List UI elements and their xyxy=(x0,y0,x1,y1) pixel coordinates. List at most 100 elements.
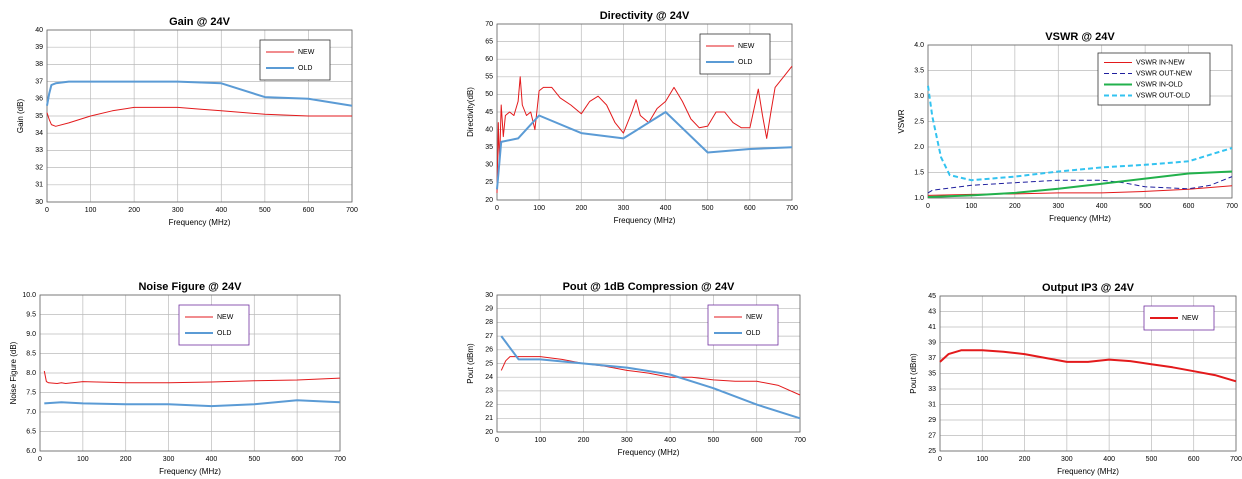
legend-label: NEW xyxy=(217,314,234,321)
legend: NEW xyxy=(1143,305,1215,331)
x-tick-label: 200 xyxy=(120,456,132,463)
x-tick-label: 400 xyxy=(1103,456,1115,463)
y-tick-label: 24 xyxy=(485,374,493,381)
plot-frame xyxy=(927,44,1233,199)
y-tick-label: 21 xyxy=(485,415,493,422)
x-tick-label: 500 xyxy=(708,437,720,444)
data-line xyxy=(43,370,341,384)
x-tick-label: 600 xyxy=(1183,203,1195,210)
data-line xyxy=(496,65,793,194)
y-axis-label: Directivity(dB) xyxy=(466,87,475,137)
x-tick-label: 400 xyxy=(215,207,227,214)
x-axis-label: Frequency (MHz) xyxy=(159,467,221,476)
y-tick-label: 29 xyxy=(485,306,493,313)
y-axis-label: VSWR xyxy=(897,109,906,133)
chart-title: Noise Figure @ 24V xyxy=(138,281,242,293)
y-tick-label: 26 xyxy=(485,347,493,354)
legend-label: VSWR IN-OLD xyxy=(1136,81,1183,88)
y-axis-label: Gain (dB) xyxy=(16,99,25,134)
x-tick-label: 400 xyxy=(660,205,672,212)
y-tick-label: 10.0 xyxy=(22,292,36,299)
x-tick-label: 700 xyxy=(794,437,806,444)
y-tick-label: 22 xyxy=(485,401,493,408)
y-tick-label: 60 xyxy=(485,56,493,63)
y-tick-label: 28 xyxy=(485,319,493,326)
y-tick-label: 30 xyxy=(35,199,43,206)
chart-title: VSWR @ 24V xyxy=(1045,31,1115,43)
x-tick-label: 700 xyxy=(786,205,798,212)
legend: NEW OLD xyxy=(178,304,250,346)
legend-box xyxy=(178,304,250,346)
x-tick-label: 500 xyxy=(259,207,271,214)
chart-title: Output IP3 @ 24V xyxy=(1042,282,1135,294)
x-tick-label: 100 xyxy=(976,456,988,463)
y-tick-label: 4.0 xyxy=(914,42,924,49)
x-tick-label: 0 xyxy=(45,207,49,214)
x-tick-label: 100 xyxy=(534,437,546,444)
y-tick-label: 2.5 xyxy=(914,118,924,125)
legend: NEW OLD xyxy=(707,304,779,346)
legend-box xyxy=(699,33,771,75)
y-tick-label: 9.0 xyxy=(26,331,36,338)
data-line xyxy=(46,106,352,127)
x-tick-label: 0 xyxy=(495,205,499,212)
legend-box xyxy=(707,304,779,346)
legend-label: VSWR OUT-OLD xyxy=(1136,92,1190,99)
y-tick-label: 65 xyxy=(485,38,493,45)
x-tick-label: 0 xyxy=(938,456,942,463)
legend-label: VSWR OUT-NEW xyxy=(1136,70,1192,77)
y-axis-label: Pout (dBm) xyxy=(466,343,475,384)
x-tick-label: 0 xyxy=(926,203,930,210)
x-tick-label: 100 xyxy=(966,203,978,210)
y-tick-label: 25 xyxy=(485,179,493,186)
y-tick-label: 35 xyxy=(485,144,493,151)
y-tick-label: 20 xyxy=(485,429,493,436)
x-tick-label: 700 xyxy=(334,456,346,463)
y-tick-label: 45 xyxy=(485,109,493,116)
y-tick-label: 29 xyxy=(928,417,936,424)
data-line xyxy=(939,349,1237,383)
x-tick-label: 300 xyxy=(1052,203,1064,210)
legend: NEW OLD xyxy=(699,33,771,75)
y-tick-label: 45 xyxy=(928,293,936,300)
y-tick-label: 55 xyxy=(485,74,493,81)
x-tick-label: 500 xyxy=(1146,456,1158,463)
y-tick-label: 9.5 xyxy=(26,311,36,318)
legend: VSWR IN-NEW VSWR OUT-NEW VSWR IN-OLD VSWR O… xyxy=(1097,52,1211,106)
y-tick-label: 6.0 xyxy=(26,448,36,455)
legend-label: NEW xyxy=(746,314,763,321)
y-tick-label: 40 xyxy=(485,126,493,133)
x-tick-label: 200 xyxy=(578,437,590,444)
y-tick-label: 8.5 xyxy=(26,350,36,357)
y-tick-label: 41 xyxy=(928,324,936,331)
legend: NEW OLD xyxy=(259,39,331,81)
y-tick-label: 70 xyxy=(485,21,493,28)
legend-label: VSWR IN-NEW xyxy=(1136,59,1185,66)
y-tick-label: 31 xyxy=(35,182,43,189)
x-axis-label: Frequency (MHz) xyxy=(618,448,680,457)
y-tick-label: 25 xyxy=(928,448,936,455)
y-tick-label: 27 xyxy=(485,333,493,340)
data-line xyxy=(927,170,1233,198)
y-tick-label: 37 xyxy=(928,355,936,362)
legend-label: OLD xyxy=(738,59,752,66)
y-tick-label: 27 xyxy=(928,432,936,439)
legend-label: OLD xyxy=(298,65,312,72)
x-tick-label: 700 xyxy=(346,207,358,214)
chart-panel: 25 27 29 31 33 35 37 39 41 43 45 0 100 200 300 400 500 60… xyxy=(909,282,1242,476)
y-tick-label: 38 xyxy=(35,61,43,68)
x-tick-label: 200 xyxy=(1019,456,1031,463)
y-tick-label: 2.0 xyxy=(914,144,924,151)
y-tick-label: 40 xyxy=(35,27,43,34)
plot-frame xyxy=(39,294,341,452)
chart-title: Directivity @ 24V xyxy=(600,10,690,22)
y-tick-label: 37 xyxy=(35,78,43,85)
y-tick-label: 1.5 xyxy=(914,169,924,176)
x-axis-label: Frequency (MHz) xyxy=(169,218,231,227)
data-line xyxy=(927,85,1233,182)
y-tick-label: 25 xyxy=(485,360,493,367)
